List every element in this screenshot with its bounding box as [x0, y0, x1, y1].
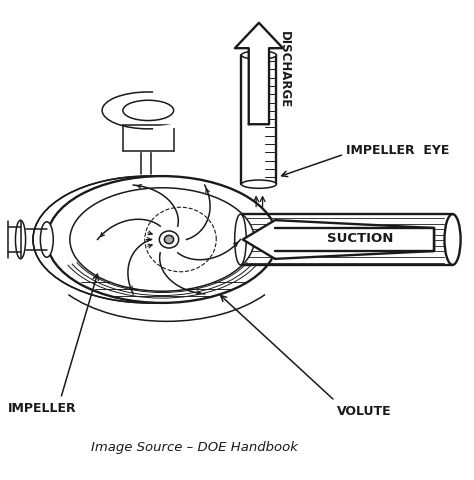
Polygon shape: [235, 24, 283, 125]
Text: DISCHARGE: DISCHARGE: [278, 31, 291, 108]
Ellipse shape: [47, 177, 277, 303]
Ellipse shape: [16, 221, 26, 259]
Ellipse shape: [40, 222, 53, 258]
Text: SUCTION: SUCTION: [327, 231, 393, 244]
Ellipse shape: [235, 215, 246, 265]
Ellipse shape: [102, 93, 194, 130]
Ellipse shape: [241, 52, 276, 60]
Text: VOLUTE: VOLUTE: [337, 404, 392, 417]
Ellipse shape: [445, 215, 461, 265]
Ellipse shape: [123, 101, 173, 121]
Ellipse shape: [70, 188, 254, 292]
Text: IMPELLER: IMPELLER: [8, 401, 76, 414]
Ellipse shape: [159, 231, 179, 249]
Ellipse shape: [33, 177, 264, 303]
Polygon shape: [243, 221, 434, 259]
Polygon shape: [123, 126, 173, 151]
Text: IMPELLER  EYE: IMPELLER EYE: [346, 144, 450, 157]
Polygon shape: [275, 228, 434, 252]
Text: Image Source – DOE Handbook: Image Source – DOE Handbook: [91, 441, 298, 454]
Ellipse shape: [164, 236, 173, 244]
Ellipse shape: [241, 180, 276, 189]
